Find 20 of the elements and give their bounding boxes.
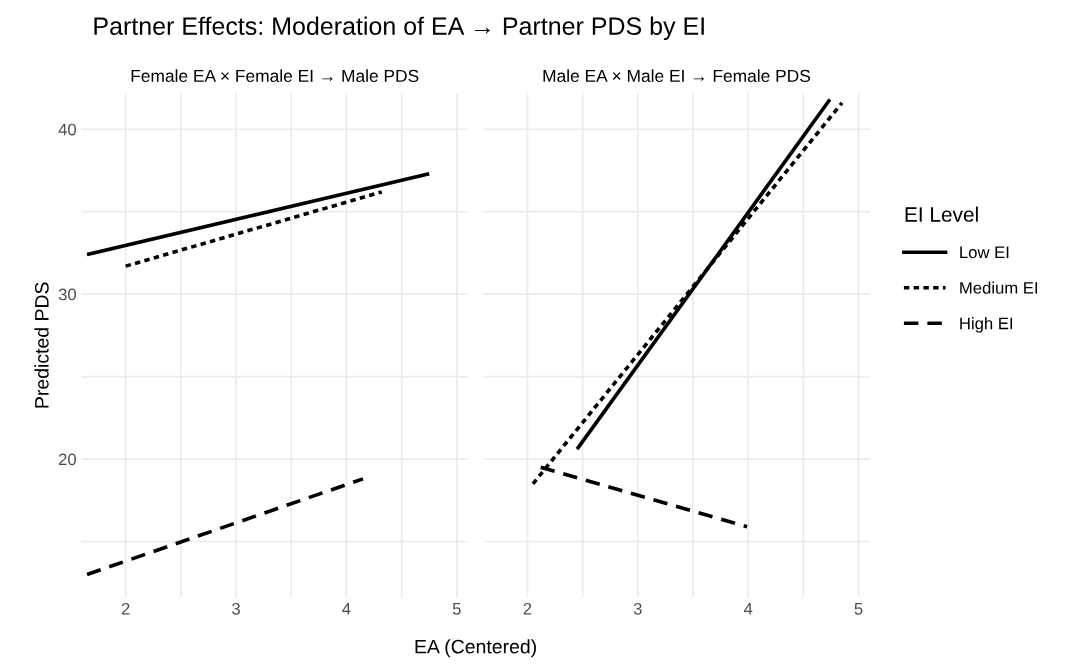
- y-tick-label: 40: [58, 123, 77, 136]
- x-tick-label: 3: [232, 602, 240, 615]
- x-tick-label: 3: [633, 602, 642, 615]
- legend-label: Medium EI: [960, 281, 1038, 294]
- x-tick-label: 4: [743, 603, 753, 615]
- y-tick-label: 20: [58, 453, 77, 466]
- chart-subtitle: Male EA × Male EI → Female PDS: [543, 69, 811, 83]
- y-axis-title: Predicted PDS: [34, 282, 49, 408]
- chart-title: Partner Effects: Moderation of EA → Partner PDS by EI: [94, 16, 704, 40]
- legend-title: EI Level: [905, 206, 978, 222]
- x-axis-title: EA (Centered): [415, 639, 536, 658]
- x-tick-label: 2: [523, 602, 532, 615]
- legend-label: High EI: [960, 317, 1013, 333]
- legend-label: Low EI: [960, 246, 1009, 259]
- chart-subtitle: Female EA × Female EI → Male PDS: [131, 69, 419, 83]
- x-tick-label: 5: [452, 603, 461, 615]
- y-tick-label: 30: [58, 288, 77, 301]
- x-tick-label: 5: [854, 603, 863, 615]
- x-tick-label: 4: [342, 603, 351, 615]
- x-tick-label: 2: [121, 602, 130, 615]
